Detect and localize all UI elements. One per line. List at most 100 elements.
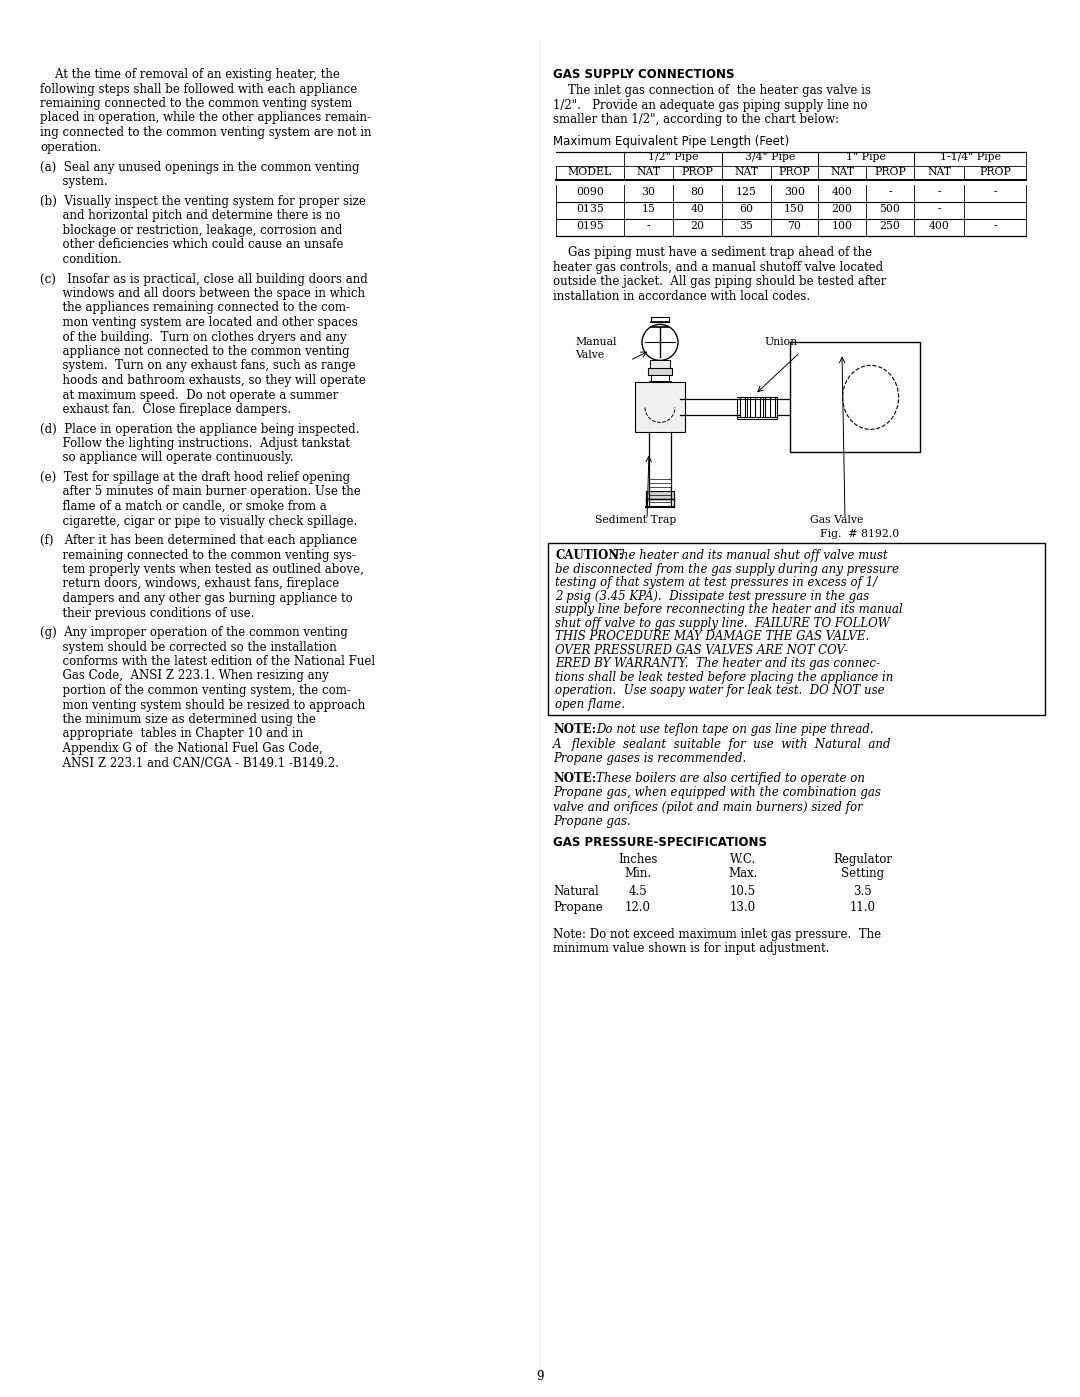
Text: -: - <box>888 187 892 197</box>
Text: supply line before reconnecting the heater and its manual: supply line before reconnecting the heat… <box>555 604 903 616</box>
Text: be disconnected from the gas supply during any pressure: be disconnected from the gas supply duri… <box>555 563 899 576</box>
Text: Do not use teflon tape on gas line pipe thread.: Do not use teflon tape on gas line pipe … <box>596 724 874 736</box>
Text: A   flexible  sealant  suitable  for  use  with  Natural  and: A flexible sealant suitable for use with… <box>553 738 891 752</box>
Text: minimum value shown is for input adjustment.: minimum value shown is for input adjustm… <box>553 943 829 956</box>
Text: 300: 300 <box>784 187 805 197</box>
Text: 15: 15 <box>642 204 656 214</box>
Text: (a)  Seal any unused openings in the common venting: (a) Seal any unused openings in the comm… <box>40 161 360 175</box>
Text: Propane gases is recommended.: Propane gases is recommended. <box>553 753 746 766</box>
Text: Natural: Natural <box>553 884 598 898</box>
Text: 400: 400 <box>929 221 949 231</box>
Text: hoods and bathroom exhausts, so they will operate: hoods and bathroom exhausts, so they wil… <box>40 374 366 387</box>
Text: -: - <box>647 221 650 231</box>
Text: 13.0: 13.0 <box>730 901 756 915</box>
Text: Maximum Equivalent Pipe Length (Feet): Maximum Equivalent Pipe Length (Feet) <box>553 136 789 148</box>
Text: MODEL: MODEL <box>568 168 612 177</box>
Bar <box>737 400 777 419</box>
Text: 35: 35 <box>740 221 754 231</box>
Text: Union: Union <box>765 338 798 348</box>
Text: mon venting system should be resized to approach: mon venting system should be resized to … <box>40 698 365 711</box>
Text: 2 psig (3.45 KPA).  Dissipate test pressure in the gas: 2 psig (3.45 KPA). Dissipate test pressu… <box>555 590 869 604</box>
Text: appliance not connected to the common venting: appliance not connected to the common ve… <box>40 345 350 358</box>
Text: open flame.: open flame. <box>555 698 625 711</box>
Text: valve and orifices (pilot and main burners) sized for: valve and orifices (pilot and main burne… <box>553 800 863 814</box>
Text: remaining connected to the common venting sys-: remaining connected to the common ventin… <box>40 549 356 562</box>
Text: 10.5: 10.5 <box>730 884 756 898</box>
Text: portion of the common venting system, the com-: portion of the common venting system, th… <box>40 685 351 697</box>
Text: Regulator: Regulator <box>834 854 892 866</box>
Text: 60: 60 <box>740 204 754 214</box>
Text: and horizontal pitch and determine there is no: and horizontal pitch and determine there… <box>40 210 340 222</box>
Text: GAS SUPPLY CONNECTIONS: GAS SUPPLY CONNECTIONS <box>553 68 734 81</box>
Text: 500: 500 <box>879 204 901 214</box>
Bar <box>548 543 1045 715</box>
Text: 400: 400 <box>832 187 852 197</box>
Text: operation.: operation. <box>40 141 102 154</box>
Text: Inches: Inches <box>619 854 658 866</box>
Text: installation in accordance with local codes.: installation in accordance with local co… <box>553 291 810 303</box>
Text: ANSI Z 223.1 and CAN/CGA - B149.1 -B149.2.: ANSI Z 223.1 and CAN/CGA - B149.1 -B149.… <box>40 757 339 770</box>
Text: placed in operation, while the other appliances remain-: placed in operation, while the other app… <box>40 112 372 124</box>
Text: at maximum speed.  Do not operate a summer: at maximum speed. Do not operate a summe… <box>40 388 338 401</box>
Text: 20: 20 <box>690 221 704 231</box>
Text: These boilers are also certified to operate on: These boilers are also certified to oper… <box>596 773 865 785</box>
Text: (b)  Visually inspect the venting system for proper size: (b) Visually inspect the venting system … <box>40 196 366 208</box>
Text: following steps shall be followed with each appliance: following steps shall be followed with e… <box>40 82 357 95</box>
Text: the appliances remaining connected to the com-: the appliances remaining connected to th… <box>40 302 350 314</box>
Text: 0135: 0135 <box>576 204 604 214</box>
Text: -: - <box>994 221 997 231</box>
Text: (g)  Any improper operation of the common venting: (g) Any improper operation of the common… <box>40 626 348 638</box>
Text: Propane gas.: Propane gas. <box>553 816 631 828</box>
Text: Note: Do not exceed maximum inlet gas pressure.  The: Note: Do not exceed maximum inlet gas pr… <box>553 928 881 942</box>
Text: 0090: 0090 <box>576 187 604 197</box>
Text: blockage or restriction, leakage, corrosion and: blockage or restriction, leakage, corros… <box>40 224 342 237</box>
Text: 125: 125 <box>737 187 757 197</box>
Text: shut off valve to gas supply line.  FAILURE TO FOLLOW: shut off valve to gas supply line. FAILU… <box>555 617 890 630</box>
Text: THIS PROCEDURE MAY DAMAGE THE GAS VALVE.: THIS PROCEDURE MAY DAMAGE THE GAS VALVE. <box>555 630 869 644</box>
Text: their previous conditions of use.: their previous conditions of use. <box>40 606 255 619</box>
Text: Max.: Max. <box>728 868 758 880</box>
Text: 100: 100 <box>832 221 852 231</box>
Text: Manual: Manual <box>575 338 617 348</box>
Text: -: - <box>994 187 997 197</box>
Text: NAT: NAT <box>927 168 951 177</box>
Text: The heater and its manual shut off valve must: The heater and its manual shut off valve… <box>613 549 888 563</box>
Text: Min.: Min. <box>624 868 651 880</box>
Text: smaller than 1/2", according to the chart below:: smaller than 1/2", according to the char… <box>553 113 839 126</box>
Text: -: - <box>937 187 941 197</box>
Text: NOTE:: NOTE: <box>553 724 596 736</box>
Bar <box>650 360 670 369</box>
Bar <box>651 376 669 381</box>
Text: ERED BY WARRANTY.  The heater and its gas connec-: ERED BY WARRANTY. The heater and its gas… <box>555 658 880 671</box>
Text: 1-1/4" Pipe: 1-1/4" Pipe <box>940 152 1000 162</box>
Text: Sediment Trap: Sediment Trap <box>595 515 676 525</box>
Bar <box>646 492 674 499</box>
Text: flame of a match or candle, or smoke from a: flame of a match or candle, or smoke fro… <box>40 500 327 513</box>
Bar <box>635 383 685 433</box>
Text: cigarette, cigar or pipe to visually check spillage.: cigarette, cigar or pipe to visually che… <box>40 514 357 528</box>
Text: PROP: PROP <box>779 168 810 177</box>
Text: system should be corrected so the installation: system should be corrected so the instal… <box>40 640 337 654</box>
Text: tem properly vents when tested as outlined above,: tem properly vents when tested as outlin… <box>40 563 364 576</box>
Text: dampers and any other gas burning appliance to: dampers and any other gas burning applia… <box>40 592 353 605</box>
Text: PROP: PROP <box>980 168 1011 177</box>
Text: system.: system. <box>40 176 108 189</box>
Text: GAS PRESSURE-SPECIFICATIONS: GAS PRESSURE-SPECIFICATIONS <box>553 835 767 849</box>
Text: Fig.  # 8192.0: Fig. # 8192.0 <box>820 529 900 539</box>
Text: tions shall be leak tested before placing the appliance in: tions shall be leak tested before placin… <box>555 671 893 685</box>
Bar <box>651 317 669 323</box>
Text: (e)  Test for spillage at the draft hood relief opening: (e) Test for spillage at the draft hood … <box>40 471 350 483</box>
Text: NOTE:: NOTE: <box>553 773 596 785</box>
Text: 200: 200 <box>832 204 852 214</box>
Text: appropriate  tables in Chapter 10 and in: appropriate tables in Chapter 10 and in <box>40 728 303 740</box>
Bar <box>789 342 920 453</box>
Text: OVER PRESSURED GAS VALVES ARE NOT COV-: OVER PRESSURED GAS VALVES ARE NOT COV- <box>555 644 848 657</box>
Text: heater gas controls, and a manual shutoff valve located: heater gas controls, and a manual shutof… <box>553 261 883 274</box>
Text: At the time of removal of an existing heater, the: At the time of removal of an existing he… <box>40 68 340 81</box>
Text: NAT: NAT <box>734 168 758 177</box>
Text: operation.  Use soapy water for leak test.  DO NOT use: operation. Use soapy water for leak test… <box>555 685 885 697</box>
Text: 3.5: 3.5 <box>853 884 873 898</box>
Text: windows and all doors between the space in which: windows and all doors between the space … <box>40 286 365 300</box>
Text: Follow the lighting instructions.  Adjust tankstat: Follow the lighting instructions. Adjust… <box>40 437 350 450</box>
Text: (d)  Place in operation the appliance being inspected.: (d) Place in operation the appliance bei… <box>40 422 360 436</box>
